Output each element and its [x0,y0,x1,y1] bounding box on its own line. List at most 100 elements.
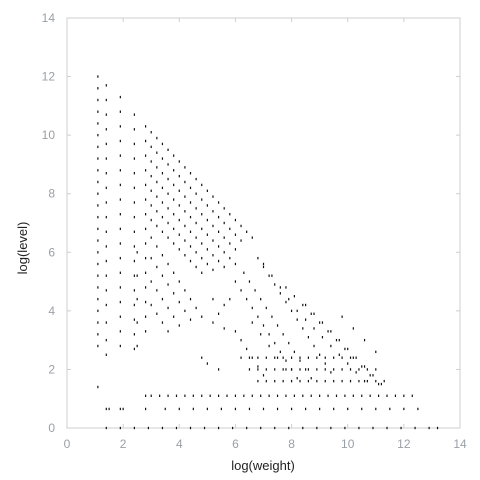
data-point [352,356,354,359]
data-point [248,368,251,371]
data-point [161,201,164,204]
data-point [341,315,343,318]
data-point [206,248,208,251]
y-tick-label: 6 [48,245,55,259]
data-point [167,394,169,397]
data-point [366,368,368,371]
data-point [251,306,253,310]
data-point [184,166,186,169]
data-point [195,306,197,310]
data-point [133,113,135,116]
data-point [212,239,214,242]
data-point [201,198,203,201]
data-point [105,201,107,204]
data-point [299,368,301,371]
data-point [119,344,121,348]
data-point [212,254,214,257]
data-point [361,394,363,397]
data-point [178,324,180,327]
data-point [133,128,135,131]
data-point [184,289,186,292]
data-point [119,315,121,318]
data-point [229,227,231,231]
data-point [145,198,147,201]
data-point [341,379,343,383]
data-point [192,407,194,411]
data-point [290,379,293,383]
data-point [257,365,259,368]
data-point [220,407,222,411]
data-point [133,274,135,277]
data-point [279,350,281,354]
data-point [136,251,138,254]
data-point [349,356,352,359]
data-point [349,379,352,383]
data-point [285,368,287,371]
data-point [119,330,121,333]
data-point [178,407,180,411]
data-point [189,297,192,301]
data-point [195,265,197,269]
data-point [268,344,270,348]
data-point [288,341,290,345]
data-point [293,295,295,298]
data-point [234,394,237,397]
data-point [212,210,214,213]
data-point [184,239,186,242]
data-point [173,242,175,245]
x-tick-label: 0 [64,437,71,451]
data-point [97,192,99,195]
data-point [150,218,152,222]
data-point [279,286,281,289]
data-point [299,379,301,383]
data-point [330,371,332,374]
data-point [133,157,135,160]
x-tick-label: 12 [397,437,411,451]
data-point [355,356,357,359]
data-point [105,259,107,263]
data-point [206,233,208,236]
data-point [234,248,237,251]
data-point [156,312,158,315]
data-point [290,368,293,371]
data-point [243,394,245,397]
data-point [133,142,135,146]
data-point [403,394,405,397]
data-point [167,262,169,266]
data-point [173,227,175,231]
data-point [319,353,321,356]
data-point [145,407,147,411]
data-point [97,274,99,277]
data-point [316,426,318,430]
data-point [265,379,267,383]
data-point [206,218,208,222]
data-point [305,368,307,371]
data-point [178,300,180,304]
x-axis-title: log(weight) [231,458,295,473]
data-point [217,426,220,430]
data-point [201,242,203,245]
data-point [133,230,135,233]
y-tick-label: 0 [48,421,55,435]
y-axis-title: log(level) [15,222,30,275]
data-point [333,368,335,371]
data-point [133,426,135,430]
data-point [307,356,310,359]
data-point [145,242,147,245]
data-point [288,297,290,301]
data-point [201,227,203,231]
data-point [377,394,380,397]
data-point [338,338,340,342]
data-point [105,426,107,430]
data-point [363,338,366,342]
data-point [105,230,107,233]
data-point [133,201,135,204]
data-point [347,407,349,411]
data-point [105,353,107,356]
data-point [133,215,135,219]
data-point [251,321,253,324]
data-point [212,195,214,198]
data-point [305,318,307,321]
data-point [347,347,349,351]
axis-ticks: 0 2 4 6 8 10 12 14 0 2 4 6 8 10 12 14 [42,11,467,451]
